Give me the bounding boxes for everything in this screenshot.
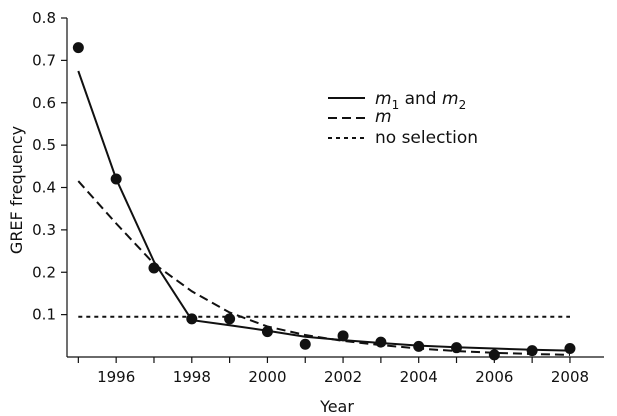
x-tick-label: 1998 <box>173 368 211 386</box>
x-tick-label: 2008 <box>551 368 589 386</box>
y-tick-label: 0.1 <box>32 306 56 324</box>
x-tick-label: 2004 <box>400 368 438 386</box>
data-point <box>72 42 84 54</box>
x-tick-label: 1996 <box>97 368 135 386</box>
data-point <box>148 262 160 274</box>
legend: m1 and m2 m no selection <box>328 89 478 148</box>
y-tick-label: 0.8 <box>32 9 56 27</box>
y-axis-title: GREF frequency <box>7 126 26 254</box>
y-tick-label: 0.5 <box>32 136 56 154</box>
data-point <box>224 313 236 325</box>
series-line-m <box>77 180 571 356</box>
data-point <box>451 342 463 354</box>
data-point <box>375 336 387 348</box>
observed-points <box>72 42 576 361</box>
x-tick-label: 2000 <box>248 368 286 386</box>
y-tick-label: 0.4 <box>32 179 56 197</box>
data-point <box>564 343 576 355</box>
x-axis-title: Year <box>319 397 354 416</box>
data-point <box>337 330 349 342</box>
axes <box>66 18 604 358</box>
y-tick-label: 0.6 <box>32 94 56 112</box>
data-point <box>186 313 198 325</box>
y-tick-label: 0.2 <box>32 263 56 281</box>
data-point <box>526 345 538 357</box>
data-point <box>299 338 311 350</box>
x-tick-label: 2006 <box>475 368 513 386</box>
series-line-m1-and-m2 <box>77 70 571 352</box>
legend-label-no-selection: no selection <box>375 128 478 148</box>
y-tick-label: 0.7 <box>32 51 56 69</box>
x-tick-label: 2002 <box>324 368 362 386</box>
series-lines <box>77 70 571 356</box>
legend-label-m1-m2: m1 and m2 <box>375 89 466 112</box>
legend-label-m: m <box>375 107 392 127</box>
data-point <box>413 340 425 352</box>
data-point <box>261 326 273 338</box>
ticks: 0.1 0.2 0.3 0.4 0.5 0.6 0.7 0.8 1996 1998 2000 2002… <box>32 9 589 386</box>
y-tick-label: 0.3 <box>32 221 56 239</box>
data-point <box>488 349 500 361</box>
data-point <box>110 173 122 185</box>
